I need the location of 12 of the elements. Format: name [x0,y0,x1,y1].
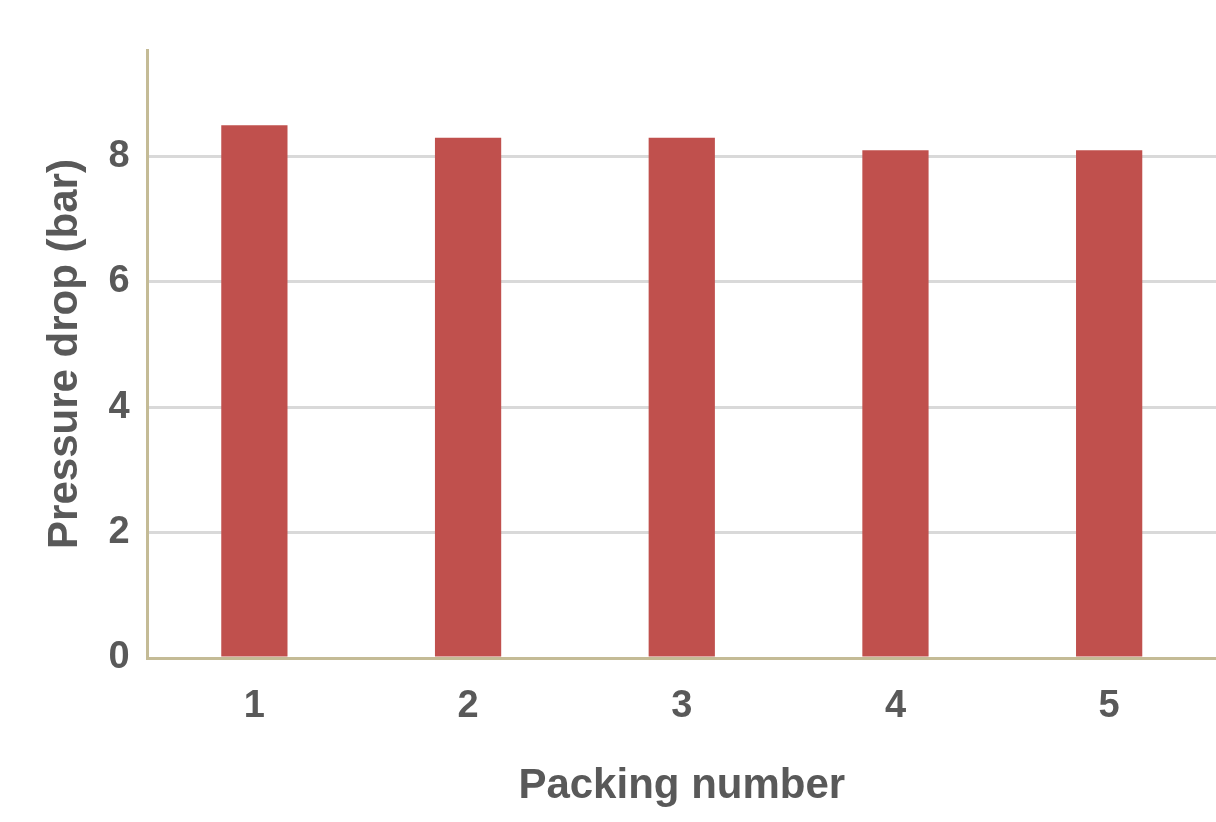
y-axis-title: Pressure drop (bar) [38,159,86,549]
x-tick-label: 4 [884,683,907,726]
x-tick-label: 2 [457,683,479,726]
y-tick-label: 2 [108,509,130,552]
y-tick-label: 0 [108,634,130,677]
x-axis-title: Packing number [518,760,846,808]
y-tick-label: 8 [108,133,130,176]
x-tick-label: 1 [243,683,265,726]
x-tick-label: 5 [1098,683,1120,726]
y-tick-label: 6 [108,258,130,301]
x-tick-label: 3 [671,683,693,726]
y-tick-label: 4 [108,383,130,426]
